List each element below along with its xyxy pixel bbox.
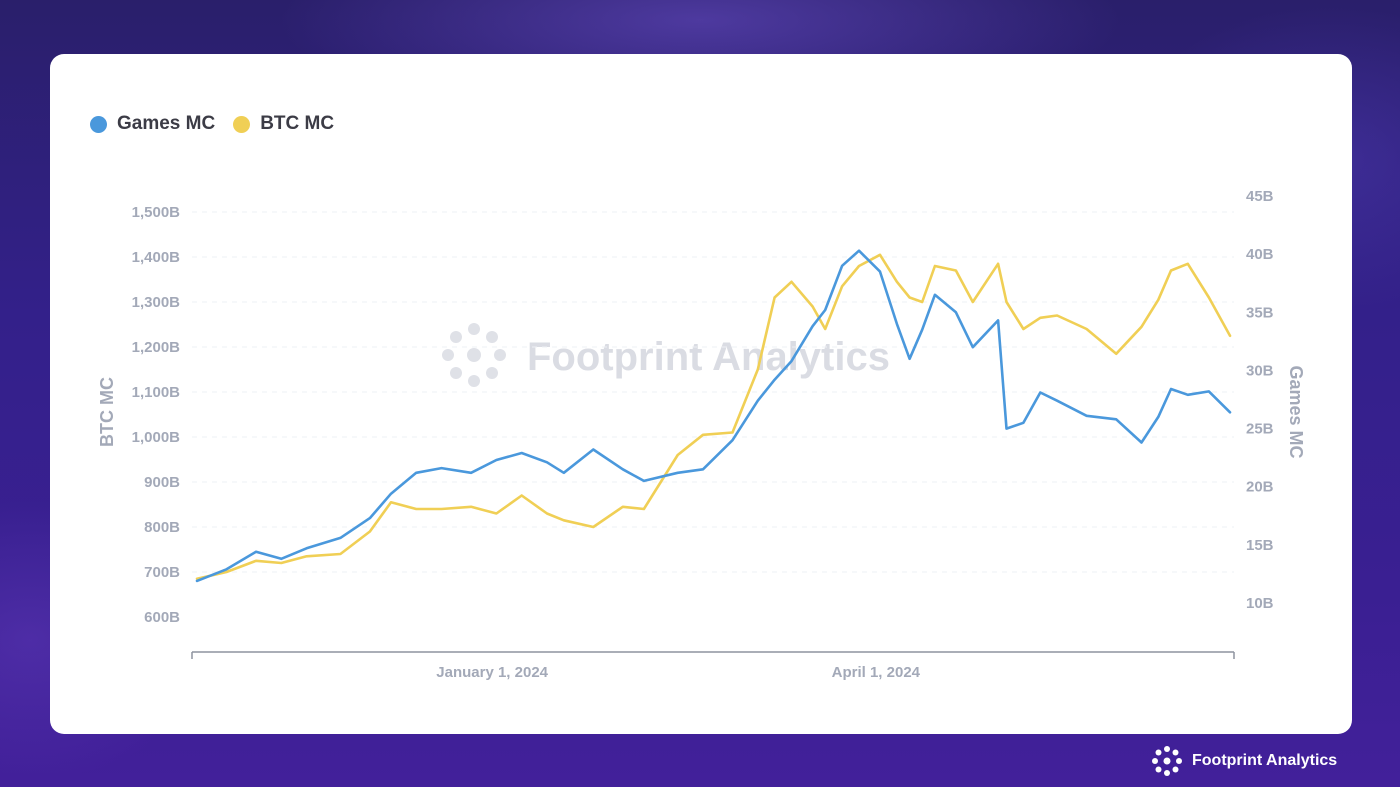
x-ticks: January 1, 2024 April 1, 2024 (436, 664, 920, 681)
y-left-tick-label: 1,400B (132, 249, 181, 266)
footprint-logo-icon (1152, 746, 1182, 776)
legend-dot-games-icon (90, 115, 107, 133)
y-left-tick-label: 1,000B (132, 429, 181, 446)
x-tick-label: January 1, 2024 (436, 664, 548, 681)
y-left-tick-label: 1,100B (132, 384, 181, 401)
btc-mc-line (195, 253, 1232, 581)
x-axis (191, 651, 1235, 659)
chart-legend: Games MC BTC MC (90, 113, 334, 135)
y-left-tick-label: 1,300B (132, 294, 181, 311)
x-tick-label: April 1, 2024 (832, 664, 921, 681)
y-right-tick-label: 45B (1246, 188, 1274, 205)
legend-item-games[interactable]: Games MC (90, 113, 215, 135)
y-left-tick-label: 1,500B (132, 204, 181, 221)
watermark: Footprint Analytics (442, 323, 890, 387)
y-right-tick-label: 20B (1246, 479, 1274, 496)
series-lines (195, 249, 1232, 583)
games-mc-line (195, 249, 1232, 583)
y-left-tick-label: 1,200B (132, 339, 181, 356)
watermark-text: Footprint Analytics (527, 335, 890, 379)
y-right-tick-label: 15B (1246, 537, 1274, 554)
watermark-logo-icon (442, 323, 506, 387)
chart-card (50, 54, 1352, 734)
y-left-tick-label: 700B (144, 564, 180, 581)
y-right-tick-label: 25B (1246, 421, 1274, 438)
legend-dot-btc-icon (233, 115, 251, 133)
y-right-axis-title: Games MC (1286, 365, 1306, 458)
brand-footer: Footprint Analytics (1150, 744, 1337, 778)
y-right-tick-label: 40B (1246, 246, 1274, 263)
y-left-tick-label: 600B (144, 609, 180, 626)
y-left-axis-title: BTC MC (97, 377, 117, 447)
legend-label-games: Games MC (117, 113, 216, 134)
y-left-tick-label: 900B (144, 474, 180, 491)
grid-lines (192, 211, 1234, 573)
legend-item-btc[interactable]: BTC MC (233, 113, 334, 135)
y-right-tick-label: 30B (1246, 362, 1274, 379)
y-left-ticks: 600B 700B 800B 900B 1,000B 1,100B 1,200B 1,300B… (132, 204, 181, 626)
brand-name: Footprint Analytics (1192, 752, 1338, 769)
legend-label-btc: BTC MC (260, 113, 335, 134)
y-right-tick-label: 35B (1246, 304, 1274, 321)
y-left-tick-label: 800B (144, 519, 180, 536)
y-right-tick-label: 10B (1246, 595, 1274, 612)
y-right-ticks: 10B 15B 20B 25B 30B 35B 40B 45B (1246, 188, 1274, 612)
